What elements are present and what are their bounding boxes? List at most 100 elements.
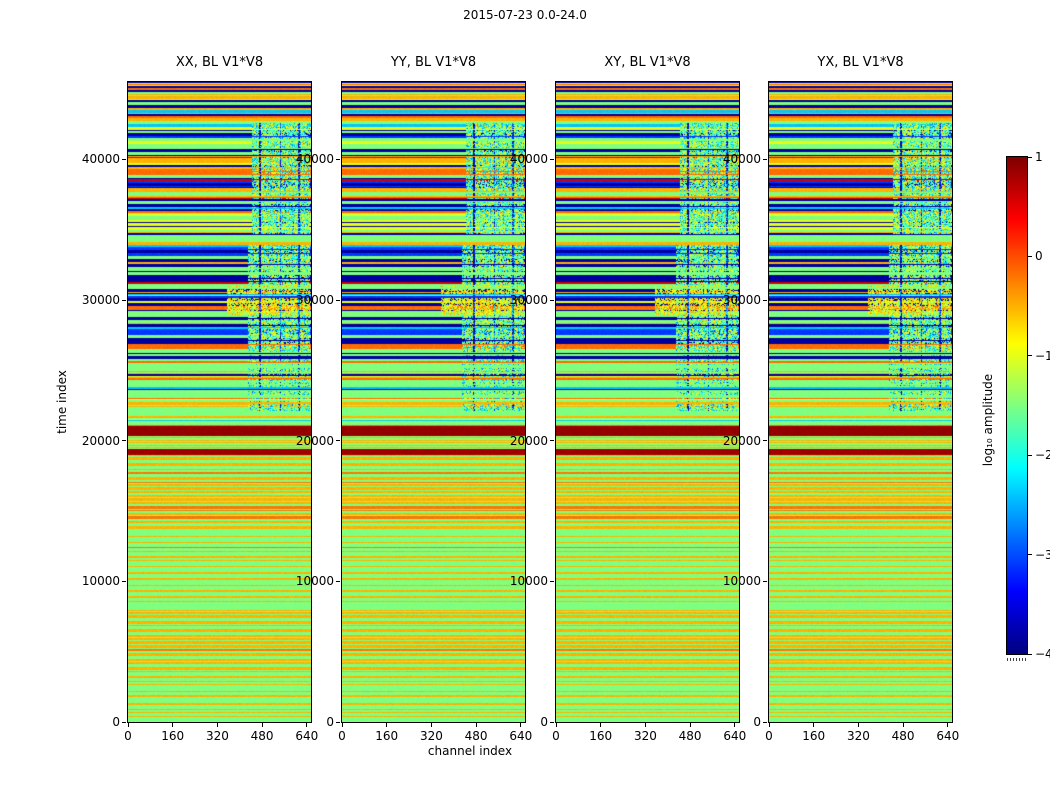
y-tick-label: 0: [540, 715, 548, 729]
x-tick-label: 640: [936, 729, 960, 743]
y-tick-mark: [336, 440, 340, 442]
x-tick-mark: [216, 723, 218, 727]
y-tick-label: 40000: [295, 152, 334, 167]
x-tick-mark: [127, 723, 129, 727]
x-tick-mark: [430, 723, 432, 727]
y-tick-mark: [336, 721, 340, 723]
y-tick-label: 20000: [295, 433, 334, 448]
x-tick-mark: [306, 723, 308, 727]
y-tick-mark: [122, 440, 126, 442]
x-tick-mark: [813, 723, 815, 727]
x-tick-mark: [689, 723, 691, 727]
x-tick-label: 640: [295, 729, 319, 743]
y-tick-mark: [550, 299, 554, 301]
x-tick-label: 0: [765, 729, 773, 743]
colorbar-tick-label: 0: [1035, 249, 1043, 264]
x-tick-label: 0: [552, 729, 560, 743]
y-tick-mark: [336, 299, 340, 301]
x-tick-label: 640: [509, 729, 533, 743]
colorbar-tick-mark: [1028, 255, 1032, 257]
colorbar-tick-mark: [1028, 156, 1032, 158]
x-tick-label: 160: [375, 729, 399, 743]
panel-title-xx: XX, BL V1*V8: [175, 55, 264, 70]
x-tick-mark: [555, 723, 557, 727]
y-tick-mark: [763, 440, 767, 442]
colorbar-frame: [1006, 156, 1028, 655]
x-tick-mark: [857, 723, 859, 727]
y-tick-mark: [122, 158, 126, 160]
colorbar-label: log₁₀ amplitude: [981, 373, 995, 467]
x-tick-label: 320: [633, 729, 657, 743]
y-tick-label: 40000: [509, 152, 548, 167]
y-tick-label: 0: [753, 715, 761, 729]
colorbar-tick-mark: [1028, 355, 1032, 357]
colorbar-extend-dots: [1007, 658, 1027, 661]
y-tick-label: 40000: [722, 152, 761, 167]
y-tick-mark: [550, 721, 554, 723]
colorbar-tick-mark: [1028, 554, 1032, 556]
colorbar-tick-label: 1: [1035, 150, 1043, 164]
panel-frame-xy: [555, 81, 740, 723]
x-tick-label: 160: [161, 729, 185, 743]
y-tick-label: 20000: [509, 433, 548, 448]
colorbar-tick-mark: [1028, 653, 1032, 655]
x-tick-mark: [261, 723, 263, 727]
y-tick-label: 10000: [509, 574, 548, 589]
x-tick-mark: [172, 723, 174, 727]
x-tick-label: 0: [338, 729, 346, 743]
y-tick-mark: [550, 580, 554, 582]
y-tick-mark: [122, 721, 126, 723]
y-tick-label: 10000: [81, 574, 120, 589]
colorbar-gradient: [1007, 157, 1027, 654]
x-tick-mark: [475, 723, 477, 727]
y-tick-mark: [336, 580, 340, 582]
heatmap-canvas-yx: [769, 82, 952, 722]
y-tick-label: 10000: [295, 574, 334, 589]
y-tick-mark: [122, 299, 126, 301]
x-tick-label: 320: [846, 729, 870, 743]
y-tick-mark: [763, 299, 767, 301]
colorbar-tick-label: −2: [1035, 448, 1050, 463]
x-tick-mark: [520, 723, 522, 727]
y-tick-label: 0: [112, 715, 120, 729]
x-tick-label: 320: [419, 729, 443, 743]
y-tick-label: 30000: [509, 293, 548, 308]
colorbar-tick-mark: [1028, 454, 1032, 456]
y-tick-label: 20000: [81, 433, 120, 448]
x-tick-mark: [768, 723, 770, 727]
panel-frame-yy: [341, 81, 526, 723]
x-tick-mark: [947, 723, 949, 727]
y-tick-mark: [122, 580, 126, 582]
x-tick-label: 480: [250, 729, 274, 743]
panel-title-yy: YY, BL V1*V8: [390, 55, 477, 70]
y-tick-mark: [550, 158, 554, 160]
x-tick-label: 320: [205, 729, 229, 743]
figure-title: 2015-07-23 0.0-24.0: [463, 8, 587, 22]
y-tick-label: 10000: [722, 574, 761, 589]
y-axis-label: time index: [55, 370, 69, 434]
x-tick-mark: [386, 723, 388, 727]
y-tick-mark: [550, 440, 554, 442]
x-tick-mark: [600, 723, 602, 727]
y-tick-mark: [763, 721, 767, 723]
heatmap-canvas-xx: [128, 82, 311, 722]
y-tick-mark: [336, 158, 340, 160]
x-tick-label: 480: [464, 729, 488, 743]
x-tick-label: 160: [802, 729, 826, 743]
heatmap-canvas-yy: [342, 82, 525, 722]
x-tick-label: 640: [723, 729, 747, 743]
panel-title-xy: XY, BL V1*V8: [604, 55, 691, 70]
x-tick-label: 480: [678, 729, 702, 743]
y-tick-label: 40000: [81, 152, 120, 167]
panel-frame-yx: [768, 81, 953, 723]
colorbar-tick-label: −1: [1035, 348, 1050, 363]
y-tick-mark: [763, 580, 767, 582]
x-tick-label: 160: [589, 729, 613, 743]
x-tick-mark: [734, 723, 736, 727]
panel-title-yx: YX, BL V1*V8: [817, 55, 904, 70]
x-tick-mark: [341, 723, 343, 727]
y-tick-label: 30000: [81, 293, 120, 308]
panel-frame-xx: [127, 81, 312, 723]
heatmap-canvas-xy: [556, 82, 739, 722]
